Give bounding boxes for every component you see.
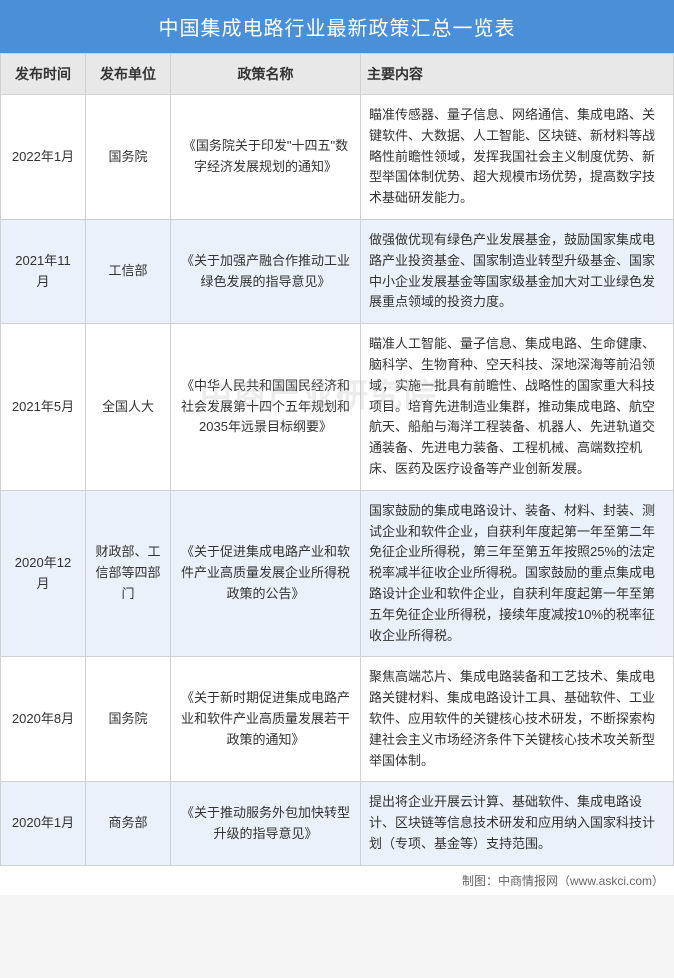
cell-date: 2020年1月 [1, 782, 86, 865]
footer-credit: 制图：中商情报网（www.askci.com） [0, 866, 674, 895]
cell-dept: 国务院 [86, 95, 171, 220]
cell-policy: 《关于促进集成电路产业和软件产业高质量发展企业所得税政策的公告》 [171, 490, 361, 657]
cell-dept: 全国人大 [86, 324, 171, 491]
policy-table: 发布时间 发布单位 政策名称 主要内容 2022年1月 国务院 《国务院关于印发… [0, 53, 674, 866]
policy-table-container: 中国集成电路行业最新政策汇总一览表 中商产业研究院 发布时间 发布单位 政策名称… [0, 0, 674, 895]
table-row: 2020年1月 商务部 《关于推动服务外包加快转型升级的指导意见》 提出将企业开… [1, 782, 674, 865]
table-row: 2021年5月 全国人大 《中华人民共和国国民经济和社会发展第十四个五年规划和2… [1, 324, 674, 491]
cell-dept: 工信部 [86, 219, 171, 323]
cell-content: 国家鼓励的集成电路设计、装备、材料、封装、测试企业和软件企业，自获利年度起第一年… [361, 490, 674, 657]
cell-policy: 《关于新时期促进集成电路产业和软件产业高质量发展若干政策的通知》 [171, 657, 361, 782]
cell-content: 聚焦高端芯片、集成电路装备和工艺技术、集成电路关键材料、集成电路设计工具、基础软… [361, 657, 674, 782]
cell-date: 2020年8月 [1, 657, 86, 782]
table-row: 2020年8月 国务院 《关于新时期促进集成电路产业和软件产业高质量发展若干政策… [1, 657, 674, 782]
cell-dept: 商务部 [86, 782, 171, 865]
cell-policy: 《中华人民共和国国民经济和社会发展第十四个五年规划和2035年远景目标纲要》 [171, 324, 361, 491]
cell-policy: 《关于加强产融合作推动工业绿色发展的指导意见》 [171, 219, 361, 323]
table-row: 2022年1月 国务院 《国务院关于印发"十四五"数字经济发展规划的通知》 瞄准… [1, 95, 674, 220]
table-row: 2020年12月 财政部、工信部等四部门 《关于促进集成电路产业和软件产业高质量… [1, 490, 674, 657]
col-header-policy: 政策名称 [171, 54, 361, 95]
cell-dept: 财政部、工信部等四部门 [86, 490, 171, 657]
page-title: 中国集成电路行业最新政策汇总一览表 [0, 0, 674, 53]
cell-date: 2021年5月 [1, 324, 86, 491]
cell-date: 2021年11月 [1, 219, 86, 323]
col-header-date: 发布时间 [1, 54, 86, 95]
cell-content: 做强做优现有绿色产业发展基金，鼓励国家集成电路产业投资基金、国家制造业转型升级基… [361, 219, 674, 323]
table-row: 2021年11月 工信部 《关于加强产融合作推动工业绿色发展的指导意见》 做强做… [1, 219, 674, 323]
col-header-content: 主要内容 [361, 54, 674, 95]
table-header-row: 发布时间 发布单位 政策名称 主要内容 [1, 54, 674, 95]
cell-policy: 《国务院关于印发"十四五"数字经济发展规划的通知》 [171, 95, 361, 220]
cell-content: 瞄准人工智能、量子信息、集成电路、生命健康、脑科学、生物育种、空天科技、深地深海… [361, 324, 674, 491]
cell-content: 提出将企业开展云计算、基础软件、集成电路设计、区块链等信息技术研发和应用纳入国家… [361, 782, 674, 865]
cell-policy: 《关于推动服务外包加快转型升级的指导意见》 [171, 782, 361, 865]
cell-date: 2022年1月 [1, 95, 86, 220]
cell-dept: 国务院 [86, 657, 171, 782]
cell-date: 2020年12月 [1, 490, 86, 657]
col-header-dept: 发布单位 [86, 54, 171, 95]
table-body: 2022年1月 国务院 《国务院关于印发"十四五"数字经济发展规划的通知》 瞄准… [1, 95, 674, 866]
cell-content: 瞄准传感器、量子信息、网络通信、集成电路、关键软件、大数据、人工智能、区块链、新… [361, 95, 674, 220]
